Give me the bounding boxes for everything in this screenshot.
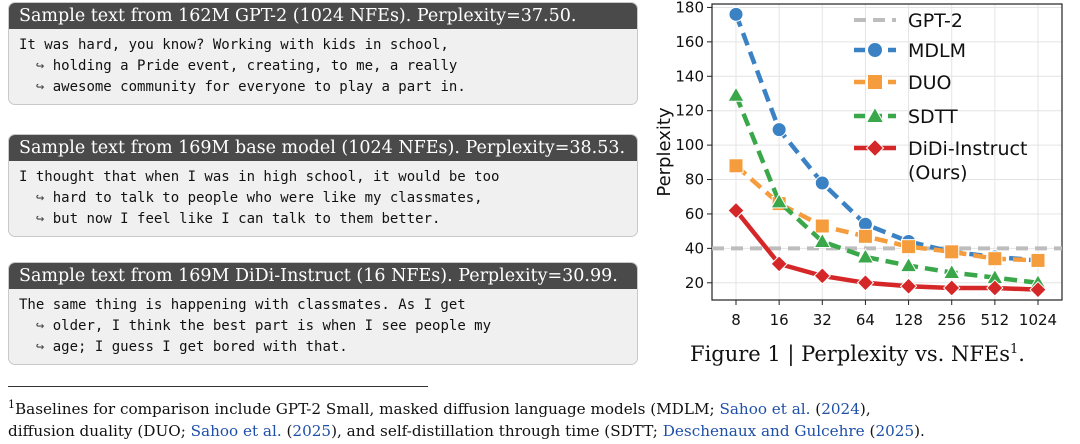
sample-line: awesome community for everyone to play a… bbox=[52, 79, 466, 95]
legend-label: SDTT bbox=[908, 106, 958, 128]
footnote-mark: 1 bbox=[8, 398, 15, 411]
perplexity-chart: 20 40 60 80 100 120 140 160 180 8 16 32 64 128 256 512 1… bbox=[654, 0, 1063, 329]
wrap-arrow-icon: ↪ bbox=[35, 339, 45, 355]
caption-end: . bbox=[1018, 342, 1025, 366]
legend-label: (Ours) bbox=[908, 162, 968, 184]
wrap-arrow-icon: ↪ bbox=[35, 211, 45, 227]
x-tick-label: 64 bbox=[856, 311, 875, 329]
data-point bbox=[856, 247, 875, 264]
figure-caption: Figure 1 | Perplexity vs. NFEs1. bbox=[690, 342, 1050, 366]
citation-link[interactable]: Sahoo et al. bbox=[719, 400, 811, 419]
legend-marker bbox=[867, 42, 883, 58]
wrap-arrow-icon: ↪ bbox=[35, 318, 45, 334]
data-point bbox=[727, 86, 745, 102]
sample-header: Sample text from 169M DiDi-Instruct (16 … bbox=[9, 263, 637, 289]
footnote-text: diffusion duality (DUO; bbox=[8, 422, 191, 441]
citation-link[interactable]: Sahoo et al. bbox=[190, 422, 282, 441]
x-tick-label: 8 bbox=[731, 311, 741, 329]
y-tick-label: 160 bbox=[675, 33, 704, 51]
y-axis-label: Perplexity bbox=[654, 107, 675, 197]
footnote-text: ), bbox=[859, 400, 871, 419]
footnote: 1Baselines for comparison include GPT-2 … bbox=[8, 398, 925, 441]
legend-marker bbox=[867, 74, 883, 90]
sample-text: I thought that when I was in high school… bbox=[9, 161, 637, 236]
sample-line: older, I think the best part is when I s… bbox=[52, 318, 492, 334]
citation-link[interactable]: Deschenaux and Gulcehre bbox=[662, 422, 865, 441]
data-point bbox=[770, 255, 788, 273]
x-tick-label: 1024 bbox=[1019, 311, 1057, 329]
legend-marker bbox=[865, 106, 885, 123]
sample-line: hard to talk to people who were like my … bbox=[52, 190, 483, 206]
footnote-text: ), and self-distillation through time (S… bbox=[331, 422, 663, 441]
data-point bbox=[771, 122, 787, 138]
sample-text: The same thing is happening with classma… bbox=[9, 289, 637, 364]
sample-line: I thought that when I was in high school… bbox=[19, 169, 500, 185]
data-point bbox=[856, 274, 875, 292]
y-tick-label: 180 bbox=[675, 0, 704, 16]
y-tick-label: 20 bbox=[685, 274, 704, 292]
data-point bbox=[942, 263, 961, 279]
data-point bbox=[986, 279, 1004, 297]
x-tick-label: 32 bbox=[813, 311, 832, 329]
data-point bbox=[943, 279, 961, 297]
data-point bbox=[944, 244, 960, 260]
sample-line: holding a Pride event, creating, to me, … bbox=[52, 58, 458, 74]
plot-frame bbox=[711, 3, 1063, 301]
sample-line: but now I feel like I can talk to them b… bbox=[52, 211, 441, 227]
footnote-text: ). bbox=[914, 422, 925, 441]
legend-label: DUO bbox=[908, 72, 952, 94]
legend-label: DiDi-Instruct bbox=[908, 138, 1027, 160]
data-point bbox=[813, 267, 831, 285]
data-point bbox=[813, 232, 832, 248]
sample-header: Sample text from 162M GPT-2 (1024 NFEs).… bbox=[9, 3, 637, 29]
legend-label: MDLM bbox=[908, 40, 966, 62]
data-point bbox=[1029, 280, 1047, 299]
sample-header: Sample text from 169M base model (1024 N… bbox=[9, 135, 637, 161]
data-point bbox=[899, 277, 918, 295]
y-tick-label: 40 bbox=[685, 239, 704, 257]
legend-marker bbox=[865, 138, 885, 158]
data-point bbox=[857, 228, 873, 244]
series-line bbox=[733, 94, 1039, 286]
sample-box-gpt2: Sample text from 162M GPT-2 (1024 NFEs).… bbox=[8, 2, 638, 105]
y-tick-label: 60 bbox=[685, 205, 704, 223]
citation-year-link[interactable]: 2025 bbox=[292, 422, 332, 441]
x-tick-label: 512 bbox=[981, 311, 1010, 329]
data-point bbox=[987, 251, 1003, 267]
footnote-ref: 1 bbox=[1010, 342, 1019, 357]
y-tick-label: 140 bbox=[675, 67, 704, 85]
caption-text: Figure 1 | Perplexity vs. NFEs bbox=[690, 342, 1011, 366]
citation-year-link[interactable]: 2025 bbox=[875, 422, 915, 441]
sample-text: It was hard, you know? Working with kids… bbox=[9, 29, 637, 104]
sample-box-didi-instruct: Sample text from 169M DiDi-Instruct (16 … bbox=[8, 262, 638, 365]
citation-year-link[interactable]: 2024 bbox=[821, 400, 860, 419]
data-point bbox=[1030, 252, 1046, 268]
data-point bbox=[901, 239, 917, 255]
y-tick-label: 120 bbox=[675, 102, 704, 120]
data-point bbox=[728, 158, 744, 174]
legend-label: GPT-2 bbox=[908, 10, 963, 32]
sample-line: The same thing is happening with classma… bbox=[19, 297, 466, 313]
data-point bbox=[814, 218, 830, 234]
y-tick-label: 100 bbox=[675, 136, 704, 154]
data-point bbox=[814, 175, 830, 191]
data-point bbox=[899, 256, 918, 273]
sample-line: It was hard, you know? Working with kids… bbox=[19, 37, 449, 53]
data-point bbox=[727, 201, 745, 220]
sample-box-base-model: Sample text from 169M base model (1024 N… bbox=[8, 134, 638, 237]
footnote-text: Baselines for comparison include GPT-2 S… bbox=[15, 400, 720, 419]
x-tick-label: 256 bbox=[937, 311, 966, 329]
wrap-arrow-icon: ↪ bbox=[35, 79, 45, 95]
x-tick-label: 128 bbox=[894, 311, 923, 329]
data-point bbox=[728, 6, 744, 22]
data-point bbox=[770, 192, 789, 209]
x-tick-label: 16 bbox=[770, 311, 789, 329]
wrap-arrow-icon: ↪ bbox=[35, 190, 45, 206]
wrap-arrow-icon: ↪ bbox=[35, 58, 45, 74]
footnote-rule bbox=[8, 386, 428, 387]
y-tick-label: 80 bbox=[685, 171, 704, 189]
sample-line: age; I guess I get bored with that. bbox=[52, 339, 348, 355]
